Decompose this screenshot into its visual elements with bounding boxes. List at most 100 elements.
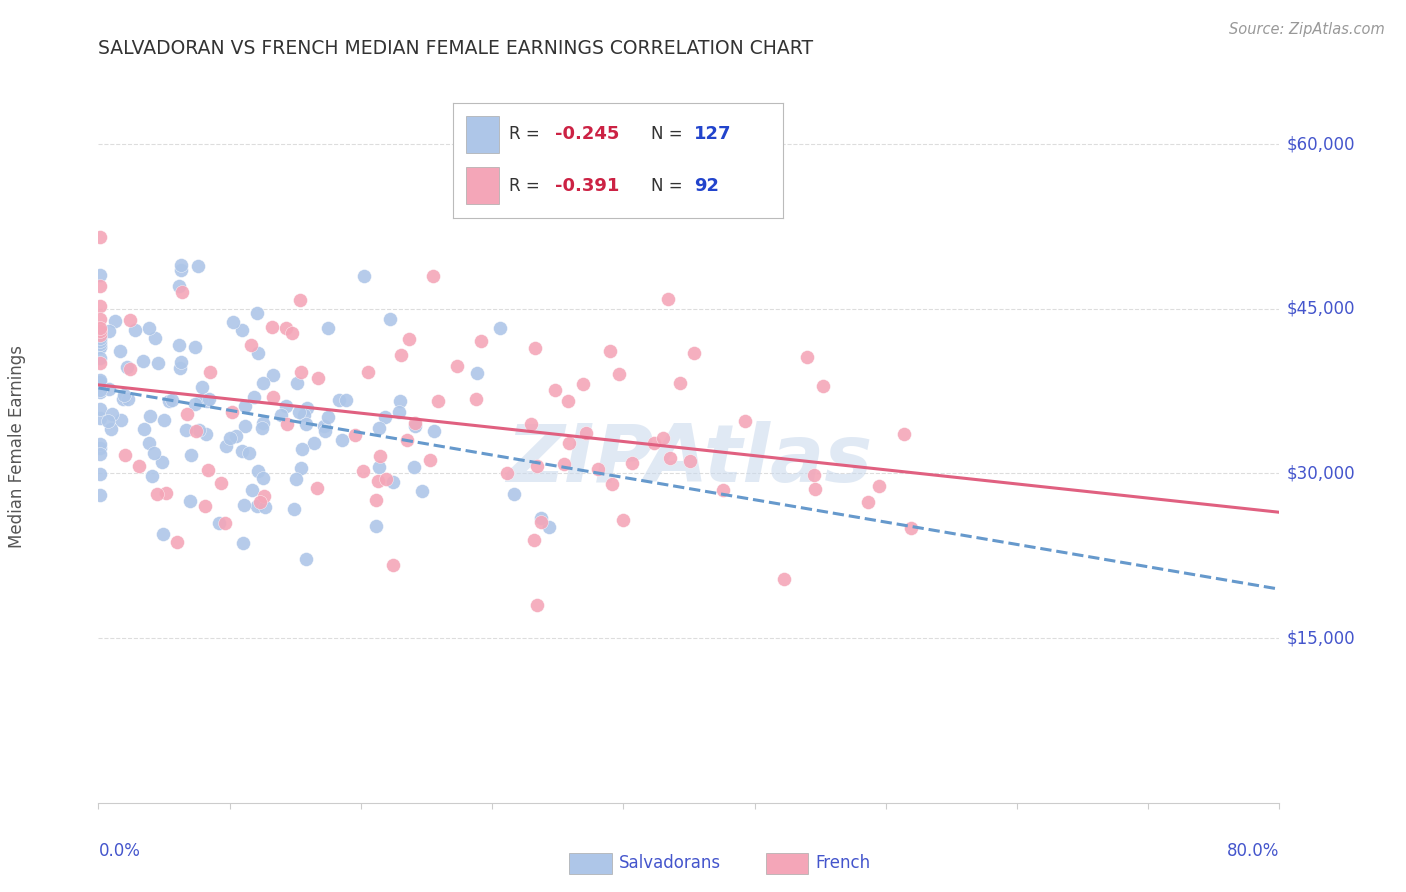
Point <box>104 314 127 328</box>
Point <box>530 515 553 529</box>
Point <box>176 424 198 438</box>
Point <box>262 319 284 334</box>
Point <box>352 464 374 478</box>
Point <box>402 459 425 474</box>
Point <box>89 447 111 461</box>
Point <box>316 409 339 424</box>
Point <box>368 421 391 435</box>
Point <box>900 521 922 535</box>
Point <box>495 467 517 481</box>
Point <box>89 279 111 293</box>
Point <box>381 475 404 489</box>
Point <box>464 392 486 406</box>
Point <box>388 404 411 418</box>
Text: Source: ZipAtlas.com: Source: ZipAtlas.com <box>1229 22 1385 37</box>
Point <box>288 293 311 307</box>
Point <box>305 481 328 495</box>
Point <box>89 401 111 416</box>
Point <box>89 436 111 450</box>
Point <box>253 500 276 515</box>
Point <box>537 519 560 533</box>
Point <box>285 472 308 486</box>
Point <box>100 422 122 436</box>
Point <box>89 312 111 326</box>
Point <box>607 367 630 381</box>
Point <box>367 474 389 488</box>
Point <box>110 412 132 426</box>
Point <box>657 292 679 306</box>
Point <box>288 405 311 419</box>
Point <box>366 519 388 533</box>
Point <box>419 453 441 467</box>
Point <box>97 383 120 397</box>
Point <box>89 340 111 354</box>
Point <box>118 313 141 327</box>
Text: R =: R = <box>509 177 546 194</box>
Point <box>138 409 160 423</box>
Point <box>132 422 155 436</box>
Point <box>344 428 367 442</box>
Point <box>89 373 111 387</box>
Point <box>89 337 111 351</box>
Point <box>262 390 284 404</box>
Point <box>218 432 240 446</box>
Text: 80.0%: 80.0% <box>1227 842 1279 860</box>
Point <box>523 533 546 547</box>
Point <box>314 424 336 438</box>
Point <box>599 343 621 358</box>
Point <box>678 453 700 467</box>
Point <box>803 468 825 483</box>
Point <box>128 458 150 473</box>
Point <box>316 321 339 335</box>
Text: -0.391: -0.391 <box>555 177 620 194</box>
Point <box>195 393 218 408</box>
Point <box>111 392 134 407</box>
Point <box>89 441 111 455</box>
Point <box>180 448 202 462</box>
Point <box>330 434 353 448</box>
Point <box>422 424 444 438</box>
Point <box>378 312 401 326</box>
Text: $30,000: $30,000 <box>1286 465 1355 483</box>
Point <box>225 429 247 443</box>
Point <box>112 388 135 402</box>
Bar <box>465 116 499 153</box>
Point <box>232 498 254 512</box>
Point <box>179 494 201 508</box>
Point <box>643 436 665 450</box>
Point <box>713 483 735 497</box>
Point <box>404 419 426 434</box>
Point <box>238 446 260 460</box>
Point <box>292 408 315 422</box>
Point <box>89 331 111 345</box>
Point <box>231 444 253 458</box>
Point <box>811 379 834 393</box>
Point <box>150 455 173 469</box>
Point <box>89 230 111 244</box>
Point <box>187 423 209 437</box>
Point <box>489 321 512 335</box>
Point <box>232 536 254 550</box>
Point <box>588 462 610 476</box>
Point <box>89 383 111 397</box>
Point <box>89 467 111 481</box>
Point <box>658 451 681 466</box>
Point <box>169 360 191 375</box>
Point <box>602 477 624 491</box>
Point <box>652 432 675 446</box>
Point <box>170 262 193 277</box>
Point <box>368 449 391 463</box>
Point <box>291 442 314 456</box>
Point <box>138 436 160 450</box>
Point <box>89 327 111 342</box>
Point <box>184 397 207 411</box>
Point <box>246 346 269 360</box>
Point <box>233 419 256 434</box>
Point <box>290 461 312 475</box>
Point <box>249 494 271 508</box>
Point <box>621 456 644 470</box>
Point <box>89 268 111 282</box>
Point <box>294 417 316 431</box>
Point <box>404 416 426 430</box>
Point <box>89 340 111 354</box>
